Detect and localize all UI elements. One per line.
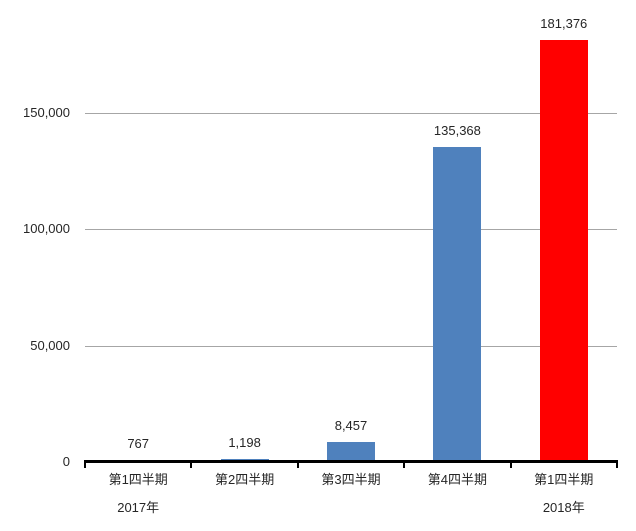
y-gridline	[85, 345, 617, 347]
category-label-line1: 第1四半期	[108, 472, 168, 487]
x-axis-category-label: 第3四半期	[291, 473, 411, 487]
bar	[433, 147, 482, 462]
bar-value-label: 8,457	[334, 418, 368, 434]
category-label-line1: 第1四半期	[534, 472, 594, 487]
y-gridline	[85, 113, 617, 115]
x-axis-tick	[403, 460, 406, 468]
y-axis-tick-label: 100,000	[23, 221, 70, 237]
x-axis-category-label: 第1四半期 2017年	[78, 473, 198, 515]
y-axis-tick-label: 150,000	[23, 105, 70, 121]
x-axis-tick	[296, 460, 299, 468]
x-axis-category-label: 第4四半期	[397, 473, 517, 487]
x-axis-tick	[616, 460, 618, 468]
category-label-year: 2017年	[117, 500, 160, 515]
category-label-line1: 第2四半期	[214, 472, 275, 487]
y-gridline	[85, 229, 617, 231]
bar	[327, 442, 375, 462]
bar-value-label: 135,368	[433, 123, 481, 139]
x-axis-category-label: 第1四半期 2018年	[504, 473, 624, 515]
category-label-line1: 第3四半期	[321, 472, 381, 487]
y-axis-tick-label: 0	[62, 454, 70, 469]
category-label-year: 2018年	[542, 500, 585, 515]
x-axis-category-label: 第2四半期	[185, 473, 305, 487]
x-axis-tick	[190, 460, 193, 468]
bar	[539, 40, 588, 462]
bar-value-label: 767	[127, 436, 150, 452]
bar-value-label: 1,198	[228, 435, 261, 451]
y-axis-tick-label: 50,000	[30, 337, 70, 353]
x-axis-line	[84, 460, 618, 463]
category-label-line1: 第4四半期	[427, 472, 487, 487]
x-axis-tick	[509, 460, 512, 468]
bar-value-label: 181,376	[540, 16, 588, 32]
x-axis-tick	[84, 460, 86, 468]
